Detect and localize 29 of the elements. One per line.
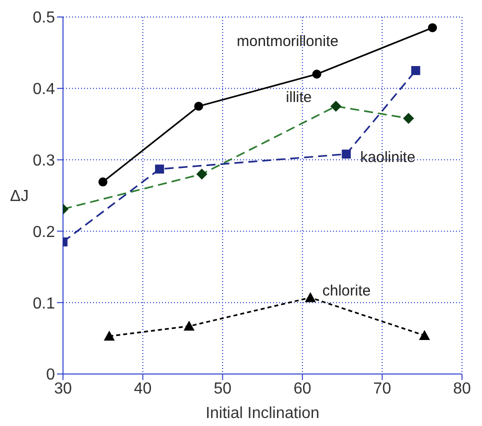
x-tick-label: 60 [294, 380, 312, 398]
series-label: chlorite [322, 282, 371, 300]
y-tick-label: 0.4 [32, 81, 56, 98]
point [342, 150, 351, 159]
y-tick-label: 0 [46, 366, 56, 384]
x-tick-label: 40 [134, 380, 152, 398]
x-axis-title: Initial Inclination [206, 405, 320, 422]
y-tick-label: 0.5 [32, 10, 56, 27]
series-label: kaolinite [360, 149, 416, 166]
y-axis-title: ΔJ [10, 188, 29, 206]
point [312, 70, 322, 79]
series-label: illite [286, 89, 312, 106]
point [155, 164, 164, 174]
point [304, 292, 316, 302]
x-tick-label: 70 [373, 380, 392, 398]
y-tick-label: 0.1 [32, 295, 56, 312]
x-tick-label: 50 [214, 380, 232, 398]
point [428, 23, 437, 32]
x-tick-label: 80 [453, 380, 471, 398]
point [194, 102, 204, 111]
x-tick-label: 30 [54, 380, 72, 398]
y-tick-label: 0.2 [32, 224, 56, 241]
point [418, 330, 430, 340]
point [104, 330, 115, 341]
y-tick-label: 0.3 [32, 152, 56, 170]
series-label: montmorillonite [236, 33, 338, 50]
point [411, 66, 420, 76]
point [98, 177, 108, 186]
point [184, 320, 195, 331]
